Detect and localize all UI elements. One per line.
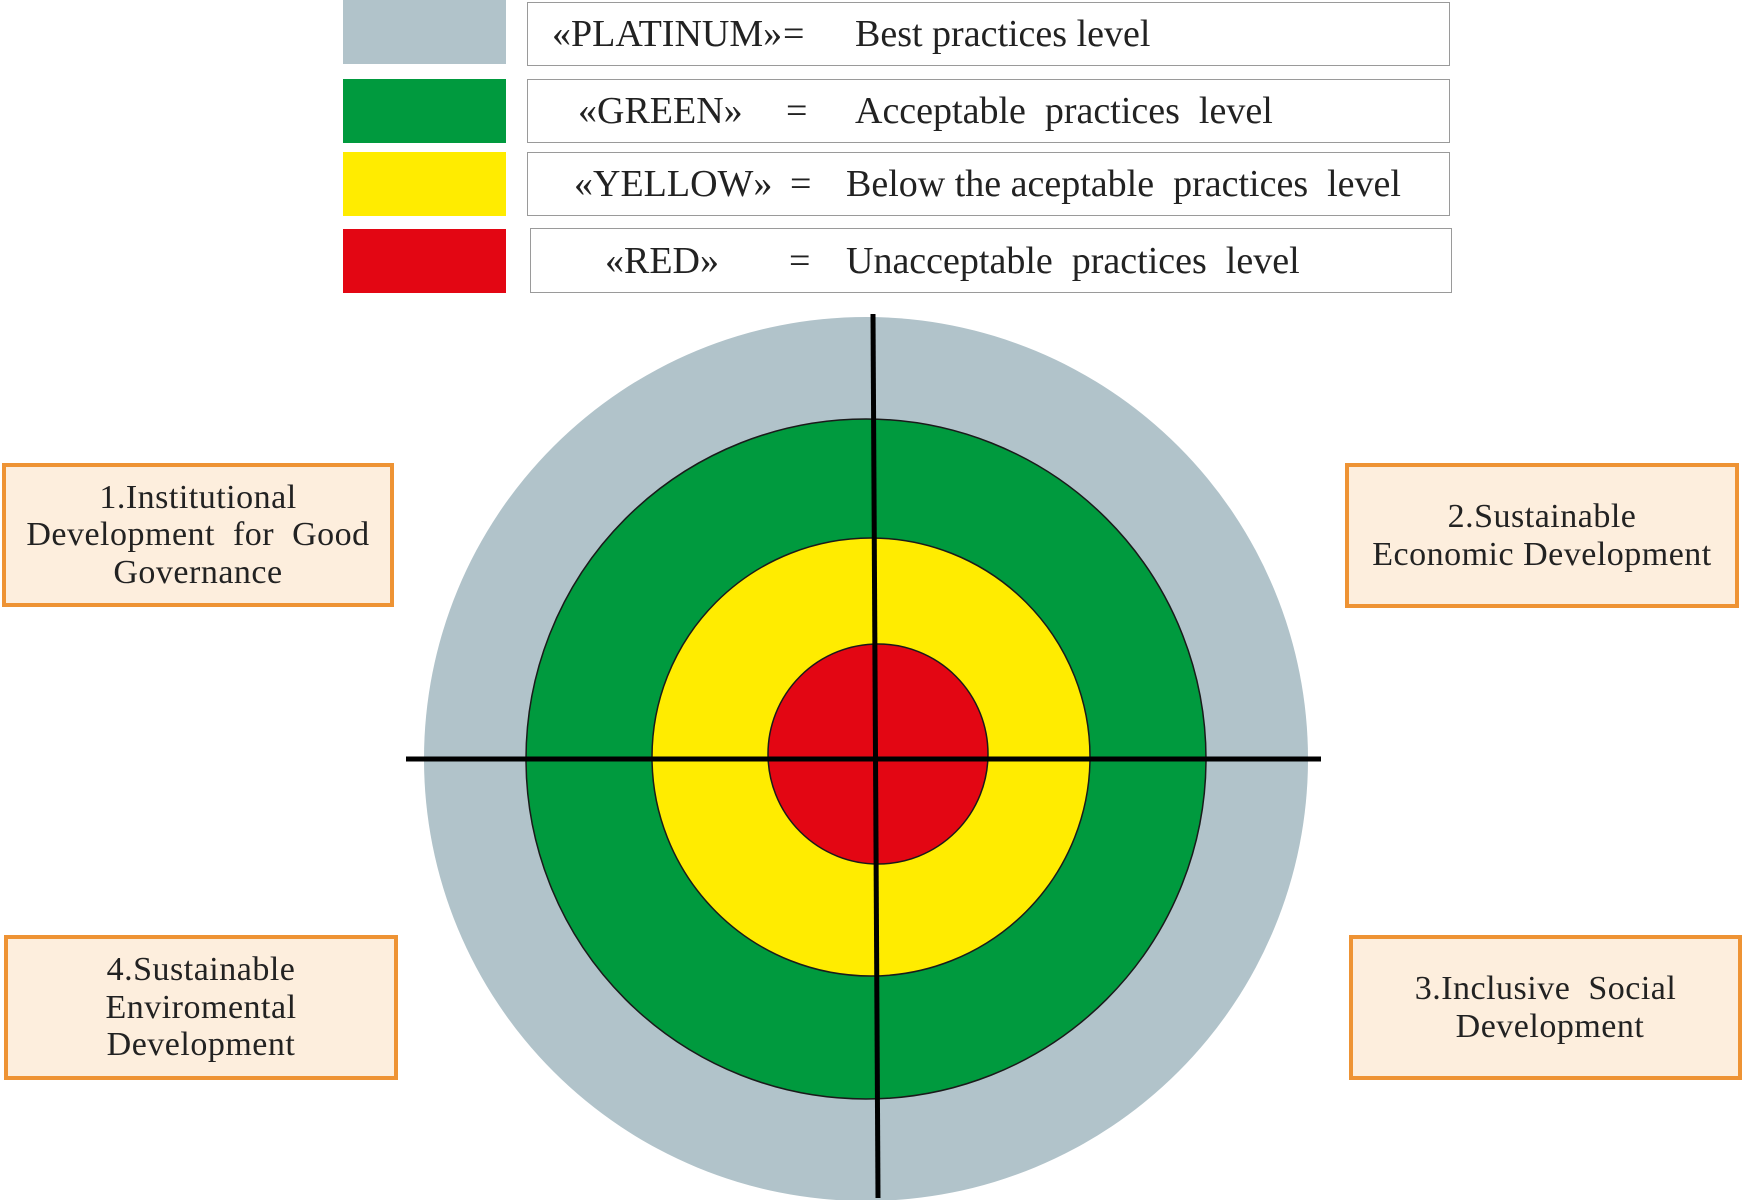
quadrant-2-line-2: Economic Development: [1372, 535, 1712, 573]
legend-row-yellow: «YELLOW» = Below the aceptable practices…: [527, 152, 1450, 216]
legend-equals: =: [783, 13, 805, 55]
legend-row-green: «GREEN» = Acceptable practices level: [527, 79, 1450, 143]
quadrant-1-line-1: 1.Institutional: [99, 478, 297, 516]
quadrant-3-line-1: 3.Inclusive Social: [1414, 970, 1677, 1008]
quadrant-2-line-1: 2.Sustainable: [1447, 498, 1637, 536]
quadrant-1-line-3: Governance: [113, 553, 283, 591]
quadrant-3-box: 3.Inclusive Social Development: [1349, 935, 1742, 1080]
quadrant-2-box: 2.Sustainable Economic Development: [1345, 463, 1739, 608]
legend-description: Below the aceptable practices level: [846, 163, 1401, 205]
legend-description: Acceptable practices level: [855, 90, 1273, 132]
quadrant-1-box: 1.Institutional Development for Good Gov…: [2, 463, 394, 607]
quadrant-4-box: 4.Sustainable Enviromental Development: [4, 935, 398, 1080]
quadrant-1-line-2: Development for Good: [26, 516, 370, 554]
legend-swatch-red: [343, 229, 506, 293]
legend-key: «GREEN»: [578, 90, 743, 132]
quadrant-4-line-3: Development: [106, 1026, 296, 1064]
legend-equals: =: [790, 163, 812, 205]
legend-row-red: «RED» = Unacceptable practices level: [530, 228, 1452, 293]
quadrant-4-line-1: 4.Sustainable: [106, 951, 296, 989]
quadrant-4-line-2: Enviromental: [105, 988, 297, 1026]
legend-swatch-green: [343, 79, 506, 143]
legend-description: Best practices level: [855, 13, 1151, 55]
legend-swatch-platinum: [343, 0, 506, 64]
legend-equals: =: [786, 90, 808, 132]
legend-description: Unacceptable practices level: [846, 239, 1300, 282]
legend-row-platinum: «PLATINUM» = Best practices level: [527, 2, 1450, 66]
axis-vertical: [870, 313, 881, 1199]
legend-equals: =: [789, 239, 811, 282]
legend-key: «YELLOW»: [574, 163, 773, 205]
quadrant-3-line-2: Development: [1446, 1007, 1645, 1045]
legend-key: «RED»: [605, 239, 719, 282]
legend-key: «PLATINUM»: [552, 13, 783, 55]
legend-swatch-yellow: [343, 152, 506, 216]
